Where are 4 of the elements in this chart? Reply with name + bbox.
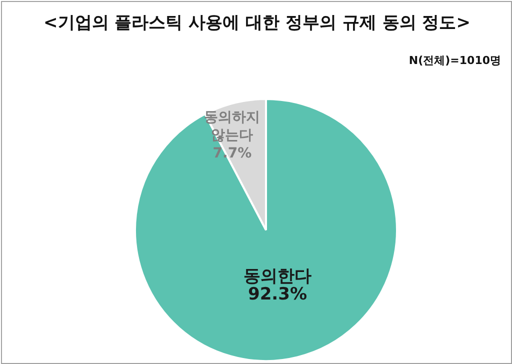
text: N(전체)=1010명 xyxy=(408,54,501,67)
chart-title: <기업의 플라스틱 사용에 대한 정부의 규제 동의 정도> xyxy=(44,13,470,33)
slice-label: 동의한다 xyxy=(244,266,312,287)
data-label: 92.3% xyxy=(248,284,307,305)
